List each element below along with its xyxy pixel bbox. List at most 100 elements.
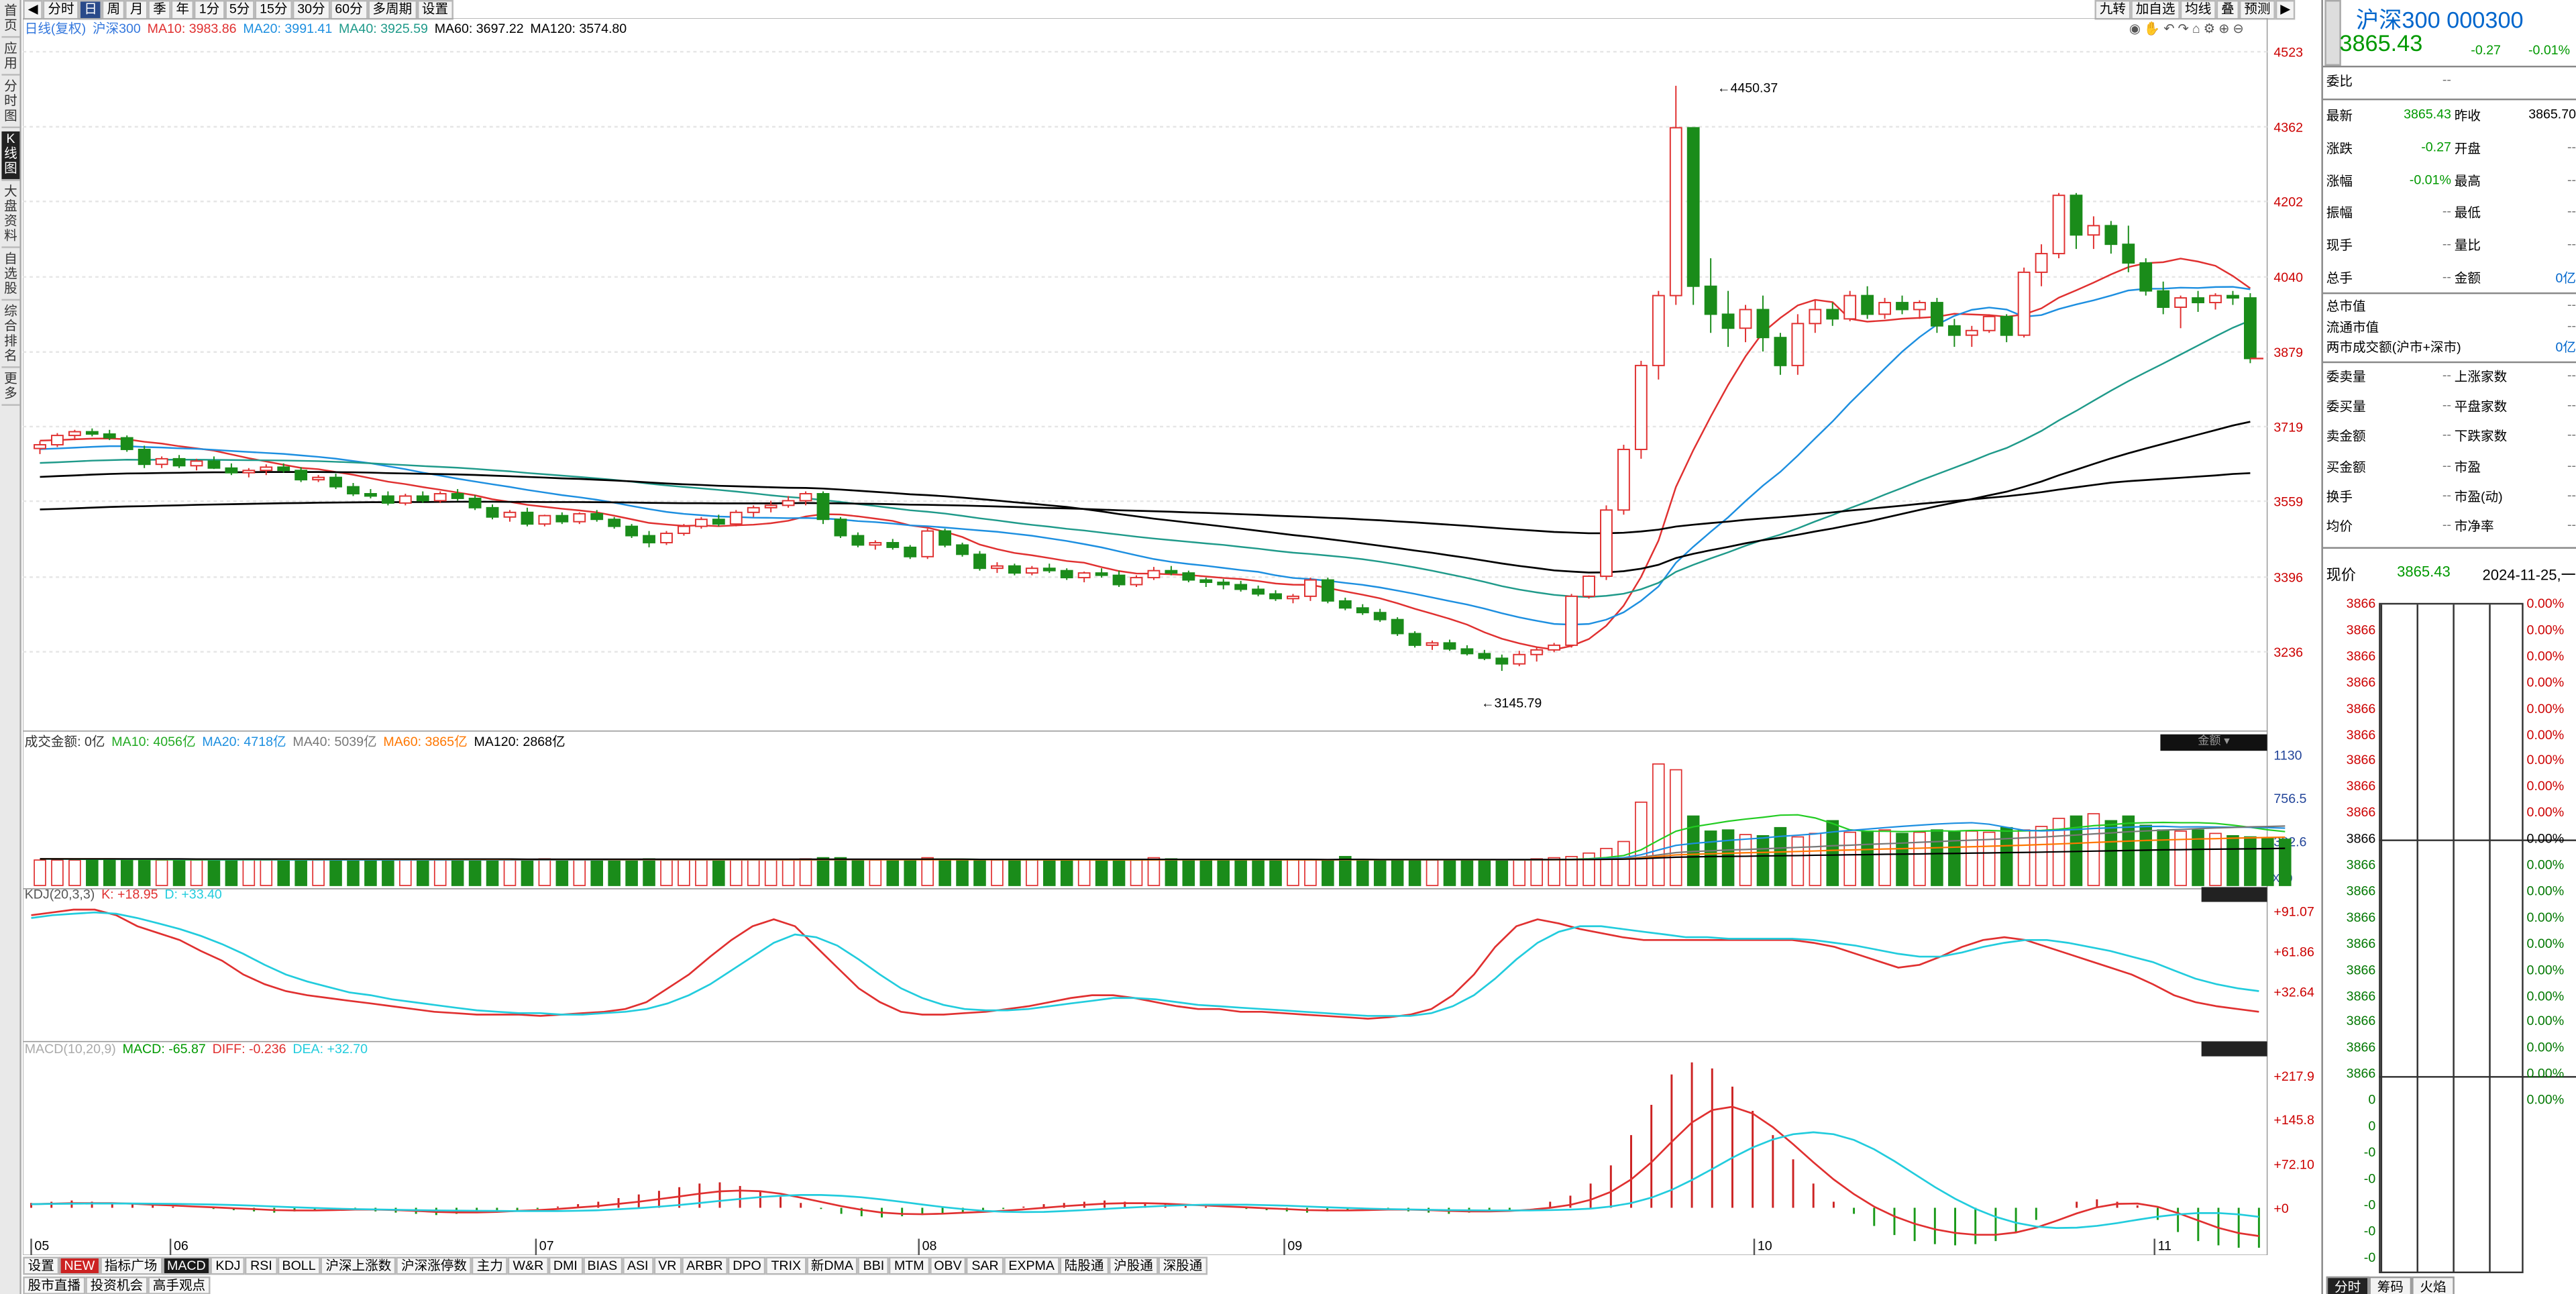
- tool-button[interactable]: 预测: [2239, 0, 2275, 20]
- indicator-tab[interactable]: MACD: [162, 1256, 211, 1275]
- volume-bar: [1199, 859, 1213, 886]
- side-nav-item[interactable]: 更多: [1, 371, 20, 406]
- volume-bar: [1147, 857, 1161, 886]
- indicator-tab[interactable]: KDJ: [211, 1256, 246, 1275]
- hand-icon[interactable]: ✋: [2143, 21, 2164, 36]
- volume-bar: [1774, 826, 1787, 886]
- period-tab[interactable]: 周: [102, 0, 125, 20]
- indicator-tab[interactable]: MTM: [889, 1256, 929, 1275]
- side-nav-item[interactable]: 应用: [1, 41, 20, 76]
- indicator-tab[interactable]: SAR: [967, 1256, 1004, 1275]
- indicator-tab[interactable]: 指标广场: [99, 1256, 162, 1275]
- zoom-out-icon[interactable]: ⊖: [2233, 21, 2247, 36]
- indicator-tab[interactable]: BOLL: [277, 1256, 321, 1275]
- stock-price: 3865.43: [2339, 30, 2423, 56]
- side-nav-item[interactable]: 首页: [1, 3, 20, 38]
- period-tab[interactable]: 5分: [224, 0, 255, 20]
- next-icon[interactable]: ▶: [2275, 0, 2296, 20]
- indicator-tab[interactable]: TRIX: [766, 1256, 806, 1275]
- bottom-link[interactable]: 股市直播: [23, 1276, 86, 1294]
- mini-price-label: 3866: [2346, 1014, 2376, 1030]
- mini-pct-label: 0.00%: [2526, 805, 2565, 820]
- indicator-tab[interactable]: W&R: [508, 1256, 549, 1275]
- period-tab[interactable]: 日: [78, 0, 103, 20]
- indicator-tab[interactable]: 主力: [472, 1256, 508, 1275]
- period-tab[interactable]: 季: [148, 0, 172, 20]
- candle: [138, 445, 151, 468]
- side-nav-item[interactable]: 自选股: [1, 252, 20, 301]
- macd-tag[interactable]: [2201, 1041, 2267, 1057]
- tool-button[interactable]: 均线: [2180, 0, 2216, 20]
- period-tab[interactable]: 分时: [43, 0, 79, 20]
- period-tab[interactable]: 1分: [194, 0, 225, 20]
- period-tab[interactable]: 15分: [254, 0, 292, 20]
- indicator-tab[interactable]: NEW: [59, 1256, 100, 1275]
- indicator-tab[interactable]: 沪股通: [1108, 1256, 1159, 1275]
- collapse-handle[interactable]: [2324, 0, 2341, 66]
- indicator-tab[interactable]: 沪深涨停数: [396, 1256, 472, 1275]
- redo-icon[interactable]: ↷: [2178, 21, 2192, 36]
- indicator-tab[interactable]: 新DMA: [806, 1256, 859, 1275]
- side-nav-item[interactable]: K线图: [1, 131, 20, 181]
- period-tab[interactable]: 月: [125, 0, 148, 20]
- indicator-tab[interactable]: ASI: [622, 1256, 653, 1275]
- volume-bar: [51, 859, 64, 886]
- panel-tab[interactable]: 分时: [2326, 1276, 2369, 1294]
- volume-bar: [416, 858, 429, 886]
- indicator-tab[interactable]: DPO: [727, 1256, 767, 1275]
- mini-price-label: -0: [2363, 1249, 2376, 1264]
- indicator-tab[interactable]: RSI: [245, 1256, 278, 1275]
- indicator-tab[interactable]: OBV: [928, 1256, 967, 1275]
- indicator-tab[interactable]: 陆股通: [1059, 1256, 1109, 1275]
- bottom-link[interactable]: 高手观点: [148, 1276, 211, 1294]
- indicator-tab[interactable]: DMI: [548, 1256, 583, 1275]
- tool-button[interactable]: 九转: [2094, 0, 2131, 20]
- undo-icon[interactable]: ↶: [2163, 21, 2178, 36]
- bottom-link[interactable]: 投资机会: [85, 1276, 148, 1294]
- quote-cell: 上涨家数: [2454, 370, 2508, 385]
- kdj-tag[interactable]: [2201, 887, 2267, 902]
- indicator-tab[interactable]: VR: [653, 1256, 682, 1275]
- period-tab[interactable]: 年: [171, 0, 195, 20]
- quote-cell: 3865.43: [2404, 107, 2451, 122]
- indicator-tab[interactable]: 设置: [23, 1256, 60, 1275]
- side-nav-item[interactable]: 大盘资料: [1, 184, 20, 248]
- candle: [1704, 258, 1717, 333]
- quote-cell: 0亿: [2555, 271, 2576, 286]
- settings-icon[interactable]: ⚙: [2203, 21, 2219, 36]
- indicator-tab[interactable]: BIAS: [582, 1256, 623, 1275]
- lock-icon[interactable]: ⌂: [2192, 21, 2204, 36]
- tool-button[interactable]: 叠: [2216, 0, 2239, 20]
- period-tab[interactable]: 60分: [329, 0, 368, 20]
- indicator-tab[interactable]: BBI: [858, 1256, 890, 1275]
- panel-tab[interactable]: 火焰: [2412, 1276, 2455, 1294]
- volume-bar: [34, 859, 46, 886]
- mini-price-label: 0: [2368, 1118, 2376, 1134]
- period-tab[interactable]: 多周期: [368, 0, 417, 20]
- volume-bar: [678, 859, 690, 886]
- period-tab[interactable]: 30分: [292, 0, 330, 20]
- side-nav-item[interactable]: 分时图: [1, 79, 20, 129]
- y-tick-label: 4523: [2273, 45, 2303, 60]
- x-tick-label: 05: [34, 1239, 49, 1254]
- indicator-tab[interactable]: EXPMA: [1003, 1256, 1060, 1275]
- eye-icon[interactable]: ◉: [2129, 21, 2144, 36]
- side-nav: 首页 应用分时图 K线图大盘资料自选股综合排名更多: [0, 0, 21, 1294]
- indicator-tab[interactable]: ARBR: [681, 1256, 728, 1275]
- indicator-tab[interactable]: 深股通: [1158, 1256, 1208, 1275]
- candle: [1391, 617, 1404, 636]
- zoom-in-icon[interactable]: ⊕: [2218, 21, 2233, 36]
- prev-icon[interactable]: ◀: [23, 0, 44, 20]
- candle: [468, 495, 482, 510]
- volume-tag[interactable]: 金额 ▾: [2160, 734, 2267, 751]
- side-nav-item[interactable]: 综合排名: [1, 304, 20, 368]
- quote-row: 委卖量 -- 上涨家数 --: [2326, 368, 2576, 391]
- tool-button[interactable]: 加自选: [2131, 0, 2180, 20]
- indicator-tab[interactable]: 沪深上涨数: [320, 1256, 396, 1275]
- volume-bar: [729, 859, 743, 886]
- quote-cell: 涨跌: [2326, 141, 2353, 156]
- legend-entry: MACD(10,20,9): [24, 1041, 116, 1057]
- candle: [120, 435, 133, 452]
- panel-tab[interactable]: 筹码: [2369, 1276, 2412, 1294]
- period-tab[interactable]: 设置: [417, 0, 453, 20]
